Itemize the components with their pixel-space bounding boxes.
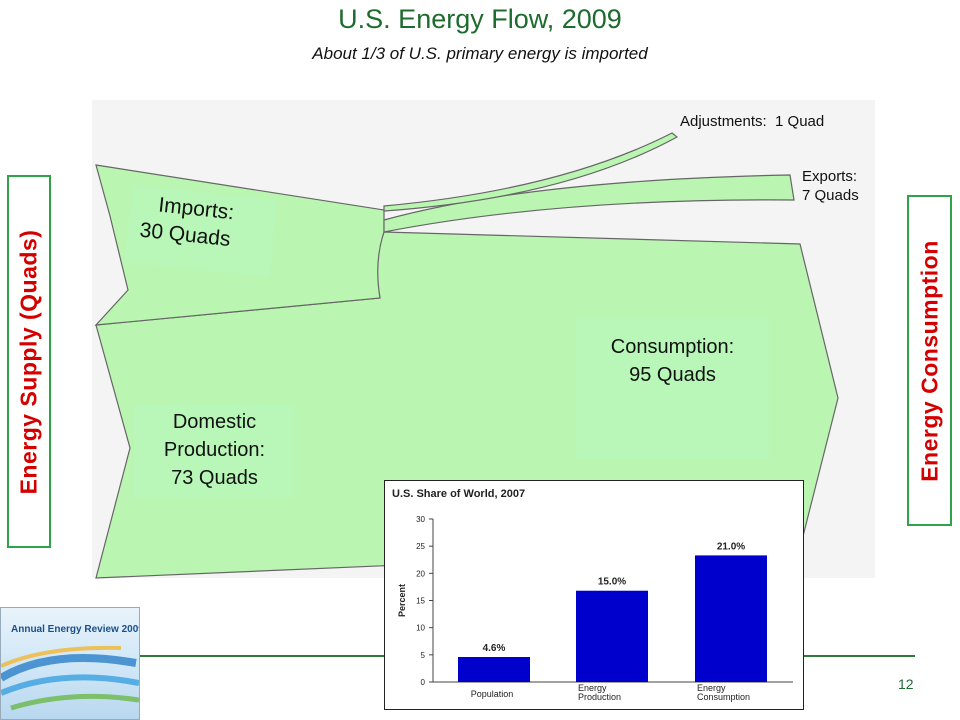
y-tick-label: 25 [416, 542, 425, 551]
adjustments-label: Adjustments: 1 Quad [680, 113, 825, 130]
domestic-label-line1: Domestic [172, 411, 257, 433]
y-tick-label: 0 [421, 678, 426, 687]
y-tick-label: 10 [416, 624, 425, 633]
consumption-label-box: Consumption: 95 Quads [576, 318, 769, 459]
bar [695, 555, 767, 682]
exports-label-line2: 7 Quads [802, 187, 859, 204]
y-axis-label: Percent [397, 584, 407, 617]
consumption-label-line2: 95 Quads [629, 364, 716, 386]
energy-consumption-label: Energy Consumption [916, 239, 942, 482]
bar-data-label: 21.0% [717, 541, 745, 552]
bar [576, 590, 648, 682]
domestic-production-label-box: Domestic Production: 73 Quads [134, 404, 295, 498]
page-number: 12 [898, 676, 914, 692]
energy-consumption-label-box: Energy Consumption [907, 195, 952, 526]
chart-canvas: U.S. Share of World, 2007 0 5 10 15 20 25 30 Per… [392, 488, 793, 702]
page-title: U.S. Energy Flow, 2009 [338, 4, 622, 34]
imports-label-line1: Imports: [157, 193, 236, 225]
us-share-of-world-chart: U.S. Share of World, 2007 0 5 10 15 20 25 30 Per… [384, 480, 804, 710]
y-tick-label: 30 [416, 515, 425, 524]
x-category-label: Energy [697, 683, 726, 693]
energy-supply-label: Energy Supply (Quads) [15, 229, 42, 494]
report-cover-title: Annual Energy Review 2009 [11, 624, 140, 635]
y-tick-label: 15 [416, 597, 425, 606]
report-cover-arrows [1, 645, 139, 711]
exports-label-line1: Exports: [802, 168, 858, 185]
y-tick-label: 20 [416, 569, 425, 578]
x-category-label: Energy [578, 683, 607, 693]
bar-data-label: 15.0% [598, 577, 626, 588]
report-cover-image: Annual Energy Review 2009 [0, 607, 140, 720]
energy-supply-label-box: Energy Supply (Quads) [7, 175, 51, 548]
chart-title: U.S. Share of World, 2007 [392, 488, 525, 500]
x-category-label: Consumption [697, 692, 750, 702]
adjustments-flow [383, 132, 679, 212]
x-category-label: Population [471, 689, 514, 699]
domestic-label-line2: Production: [163, 439, 266, 461]
domestic-label-line3: 73 Quads [171, 467, 258, 489]
bar-data-label: 4.6% [483, 643, 506, 654]
bar [458, 657, 530, 682]
page-subtitle: About 1/3 of U.S. primary energy is impo… [312, 44, 648, 63]
y-tick-label: 5 [421, 651, 426, 660]
imports-label-box: Imports: 30 Quads [124, 184, 278, 278]
x-category-label: Production [578, 692, 621, 702]
consumption-label-line1: Consumption: [610, 336, 735, 358]
